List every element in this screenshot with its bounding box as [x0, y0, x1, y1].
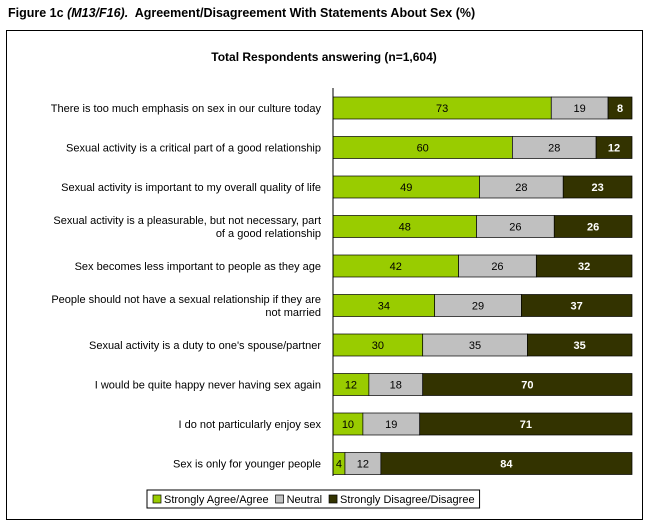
category-label-line: Sexual activity is important to my overa… — [61, 182, 321, 194]
bar-segment — [422, 373, 633, 396]
bar-segment — [419, 412, 633, 436]
data-label: 10 — [342, 419, 354, 431]
bar-segment — [595, 136, 633, 159]
data-label: 84 — [500, 459, 513, 471]
bar-segment — [607, 96, 633, 120]
category-label-line: Sexual activity is a critical part of a … — [66, 143, 321, 155]
bar-segment — [535, 254, 633, 278]
data-label: 29 — [472, 301, 484, 313]
data-label: 48 — [399, 222, 411, 234]
data-label: 49 — [400, 182, 412, 194]
data-label: 8 — [617, 103, 623, 115]
category-label-line: Sex becomes less important to people as … — [75, 261, 321, 273]
category-label: Sexual activity is important to my overa… — [61, 182, 321, 194]
category-label: There is too much emphasis on sex in our… — [51, 103, 322, 115]
data-label: 19 — [385, 419, 397, 431]
data-label: 4 — [336, 459, 342, 471]
figure-label: Figure 1c — [8, 6, 64, 20]
category-label: I would be quite happy never having sex … — [95, 380, 321, 392]
bar-segment — [380, 452, 633, 475]
legend-label: Strongly Agree/Agree — [164, 494, 269, 506]
data-label: 30 — [372, 340, 384, 352]
legend-swatch — [152, 494, 162, 504]
bar-segment — [562, 175, 633, 199]
legend — [146, 489, 481, 509]
data-label: 28 — [515, 182, 527, 194]
data-label: 73 — [436, 103, 448, 115]
category-label-line: People should not have a sexual relation… — [51, 294, 321, 306]
category-label: I do not particularly enjoy sex — [179, 419, 322, 431]
category-label-line: I would be quite happy never having sex … — [95, 380, 321, 392]
data-label: 26 — [509, 222, 521, 234]
category-label-line: of a good relationship — [216, 228, 321, 240]
category-label-line: Sexual activity is a duty to one's spous… — [89, 340, 321, 352]
data-label: 37 — [571, 301, 583, 313]
category-label-line: not married — [265, 307, 321, 319]
figure-title-text: Agreement/Disagreement With Statements A… — [134, 6, 476, 20]
chart-frame — [6, 30, 643, 520]
data-label: 23 — [591, 182, 603, 194]
data-label: 18 — [390, 380, 402, 392]
data-label: 34 — [378, 301, 390, 313]
category-label-line: I do not particularly enjoy sex — [179, 419, 322, 431]
data-label: 35 — [469, 340, 481, 352]
category-label: Sex becomes less important to people as … — [75, 261, 321, 273]
category-label: Sexual activity is a pleasurable, but no… — [53, 215, 321, 240]
data-label: 26 — [491, 261, 503, 273]
bar-segment — [553, 215, 633, 238]
data-label: 12 — [608, 143, 620, 155]
figure-code: (M13/F16). — [67, 6, 129, 20]
data-label: 70 — [521, 380, 533, 392]
bars: 73 19 8 60 28 12 49 28 23 48 26 26 42 26 32 34 29 37 30 35 3… — [332, 96, 633, 475]
category-label: People should not have a sexual relation… — [51, 294, 321, 319]
data-label: 28 — [548, 143, 560, 155]
legend-label: Strongly Disagree/Disagree — [340, 494, 475, 506]
data-label: 12 — [345, 380, 357, 392]
category-label: Sex is only for younger people — [173, 459, 321, 471]
category-label: Sexual activity is a critical part of a … — [66, 143, 321, 155]
category-label-line: Sexual activity is a pleasurable, but no… — [53, 215, 321, 227]
chart-title: Total Respondents answering (n=1,604) — [211, 50, 437, 64]
bar-segment — [521, 294, 633, 317]
category-label-line: There is too much emphasis on sex in our… — [51, 103, 322, 115]
data-label: 42 — [390, 261, 402, 273]
legend-swatch — [275, 494, 284, 504]
legend-label: Neutral — [287, 494, 322, 506]
category-label: Sexual activity is a duty to one's spous… — [89, 340, 321, 352]
data-label: 60 — [417, 143, 429, 155]
data-label: 26 — [587, 222, 599, 234]
category-label-line: Sex is only for younger people — [173, 459, 321, 471]
data-label: 19 — [574, 103, 586, 115]
figure-title: Figure 1c (M13/F16). Agreement/Disagreem… — [8, 6, 475, 20]
data-label: 32 — [578, 261, 590, 273]
data-label: 12 — [357, 459, 369, 471]
category-labels: There is too much emphasis on sex in our… — [51, 103, 322, 471]
legend-swatch — [328, 494, 338, 504]
legend-entries: Strongly Agree/Agree Neutral Strongly Disa… — [152, 494, 475, 506]
bar-segment — [526, 333, 633, 357]
data-label: 71 — [520, 419, 532, 431]
data-label: 35 — [574, 340, 586, 352]
